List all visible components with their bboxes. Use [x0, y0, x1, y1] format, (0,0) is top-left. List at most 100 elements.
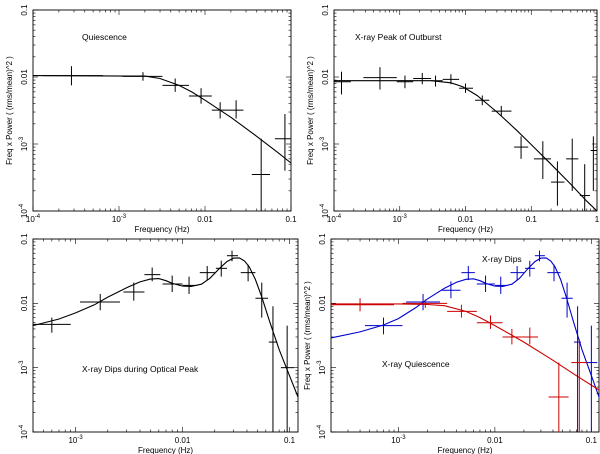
minor-ticks — [330, 238, 599, 433]
data-point — [476, 315, 503, 329]
minor-ticks — [333, 9, 598, 212]
data-point — [502, 328, 522, 345]
data-point — [188, 88, 212, 104]
plot-frame — [330, 238, 600, 433]
data-point — [476, 275, 495, 293]
x-tick-label: 1 — [595, 215, 600, 224]
data-point — [461, 266, 475, 281]
y-tick-label: 10-4 — [19, 424, 29, 439]
panel-annotation: X-ray Peak of Outburst — [355, 32, 442, 42]
data-point — [566, 138, 579, 191]
x-tick-label: 10-3 — [393, 214, 408, 224]
y-axis-label: Freq x Power ( (rms/mean)^2 ) — [306, 56, 315, 165]
x-tick-label: 10-4 — [26, 214, 41, 224]
data-point — [514, 136, 529, 159]
y-tick-label: 10-3 — [320, 136, 330, 151]
data-point — [579, 164, 590, 211]
data-point — [533, 141, 552, 180]
minor-ticks — [32, 238, 298, 433]
data-point — [571, 338, 587, 432]
panel-annotation: X-ray Quiescence — [382, 359, 450, 369]
x-tick-label: 0.01 — [458, 215, 474, 224]
x-tick-label: 0.01 — [175, 436, 191, 445]
data-point — [268, 306, 278, 432]
x-tick-label: 10-4 — [327, 214, 342, 224]
data-point — [547, 264, 561, 282]
x-tick-label: 10-3 — [391, 435, 406, 445]
model-curve — [331, 303, 600, 391]
data-point — [182, 276, 197, 294]
data-point — [442, 74, 460, 85]
data-point — [363, 67, 397, 90]
y-tick-label: 10-4 — [320, 203, 330, 218]
y-tick-label: 0.1 — [321, 4, 330, 16]
data-point — [534, 250, 545, 262]
data-point — [586, 325, 598, 432]
data-point — [211, 102, 229, 119]
x-axis-label: Frequency (Hz) — [134, 225, 189, 234]
data-point — [510, 266, 524, 281]
data-point — [255, 282, 269, 318]
y-tick-label: 10-3 — [19, 136, 29, 151]
data-point — [144, 267, 161, 282]
y-tick-label: 10-4 — [317, 424, 327, 439]
data-point — [42, 66, 103, 86]
y-tick-label: 0.01 — [321, 69, 330, 85]
model-curve — [32, 257, 299, 398]
data-point — [122, 72, 163, 81]
y-axis-label: Freq x Power ( (rms/mean)^2 ) — [303, 281, 312, 390]
x-tick-label: 0.1 — [526, 215, 538, 224]
x-axis-label: Frequency (Hz) — [138, 446, 193, 454]
data-point — [79, 293, 120, 311]
data-point — [274, 114, 291, 171]
data-point — [240, 264, 256, 282]
y-tick-label: 0.1 — [20, 4, 29, 16]
minor-ticks — [32, 9, 292, 212]
data-point — [561, 282, 573, 318]
y-tick-label: 0.01 — [20, 69, 29, 85]
data-point — [123, 282, 145, 301]
y-tick-label: 0.01 — [20, 295, 29, 311]
panel-2: 10-4 10-3 0.01 0.1 1 10-4 10-3 0.01 0.1 Frequency… — [306, 4, 600, 234]
data-point — [590, 136, 597, 191]
data-point — [447, 304, 477, 318]
x-tick-label: 0.01 — [487, 436, 503, 445]
plot-frame — [32, 9, 292, 212]
data-point — [280, 325, 294, 432]
data-point — [441, 281, 461, 299]
data-point — [459, 83, 473, 93]
data-point — [475, 95, 490, 106]
data-point — [334, 71, 351, 95]
y-tick-label: 10-3 — [19, 360, 29, 375]
data-point — [431, 75, 443, 87]
x-tick-label: 0.1 — [285, 215, 297, 224]
data-point — [33, 317, 71, 333]
data-point — [548, 362, 569, 432]
data-point — [402, 299, 448, 308]
x-tick-label: 10-3 — [68, 435, 83, 445]
plot-frame — [32, 238, 299, 433]
data-point — [413, 72, 432, 85]
x-tick-label: 0.1 — [284, 436, 296, 445]
data-point — [199, 266, 215, 281]
data-point — [251, 138, 271, 211]
data-point — [551, 161, 565, 206]
data-point — [228, 100, 244, 119]
model-curve — [334, 80, 598, 212]
panel-4: 10-3 0.01 0.1 10-4 10-3 0.01 0.1 Frequency (Hz)… — [303, 233, 600, 454]
panel-annotation: Quiescence — [82, 32, 127, 42]
x-tick-label: 10-3 — [112, 214, 127, 224]
data-point — [226, 250, 239, 262]
y-tick-label: 0.1 — [318, 233, 327, 245]
data-point — [494, 276, 508, 294]
panel-3: 10-3 0.01 0.1 10-4 10-3 0.01 0.1 Frequency (Hz)… — [19, 233, 299, 454]
y-tick-label: 0.01 — [318, 295, 327, 311]
data-point — [215, 260, 227, 277]
x-tick-label: 0.1 — [586, 436, 598, 445]
data-point — [331, 298, 395, 312]
panel-annotation: X-ray Dips — [482, 254, 522, 264]
data-point — [162, 275, 183, 293]
data-point — [364, 317, 403, 335]
y-tick-label: 0.1 — [20, 233, 29, 245]
data-point — [406, 293, 441, 311]
